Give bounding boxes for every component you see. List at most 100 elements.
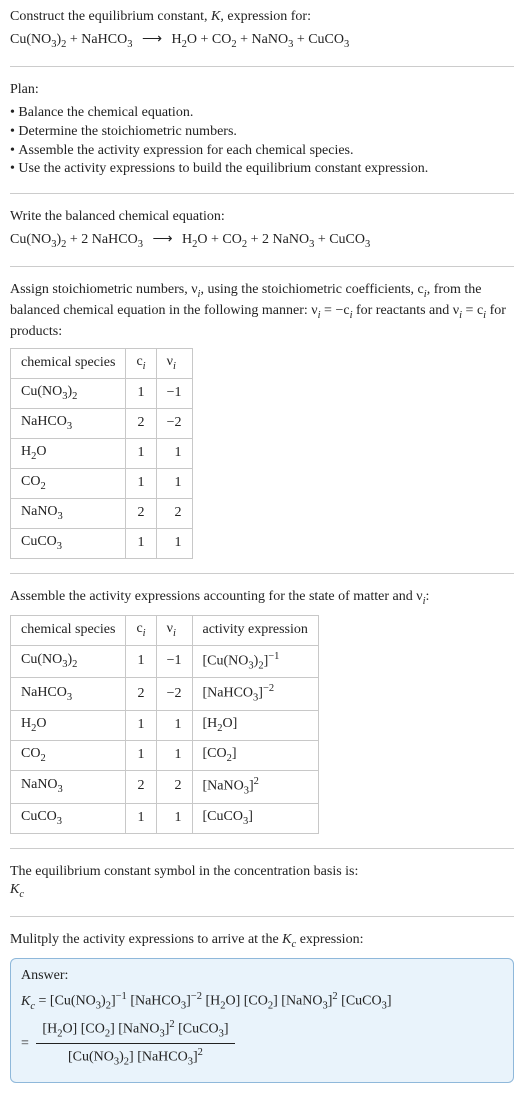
plan-item: Determine the stoichiometric numbers. (10, 123, 514, 142)
cell-nui: 2 (156, 770, 192, 803)
cell-nui: 1 (156, 710, 192, 740)
plan-item: Assemble the activity expression for eac… (10, 142, 514, 161)
table-row: CO211 (11, 468, 193, 498)
answer-fraction: [H2O] [CO2] [NaNO3]2 [CuCO3] [Cu(NO3)2] … (36, 1018, 234, 1070)
arrow-icon: ⟶ (136, 32, 168, 47)
cell-nui: 2 (156, 498, 192, 528)
intro-pre: Construct the equilibrium constant, (10, 9, 211, 24)
cell-ci: 1 (126, 740, 156, 770)
divider (10, 916, 514, 917)
col-species: chemical species (11, 615, 126, 645)
cell-ci: 2 (126, 678, 156, 711)
stoich-mid3: for reactants and (352, 303, 452, 318)
multiply-text: Mulitply the activity expressions to arr… (10, 931, 514, 952)
cell-nui: 1 (156, 803, 192, 833)
table-row: chemical species ci νi (11, 349, 193, 379)
divider (10, 848, 514, 849)
col-species: chemical species (11, 349, 126, 379)
cell-species: NaHCO3 (11, 408, 126, 438)
cell-species: NaNO3 (11, 770, 126, 803)
col-ci: ci (126, 349, 156, 379)
cell-species: NaHCO3 (11, 678, 126, 711)
table-row: Cu(NO3)21−1 (11, 378, 193, 408)
col-nui: νi (156, 349, 192, 379)
balanced-equation: Cu(NO3)2 + 2 NaHCO3 ⟶ H2O + CO2 + 2 NaNO… (10, 231, 514, 252)
cell-species: NaNO3 (11, 498, 126, 528)
table-row: NaHCO32−2[NaHCO3]−2 (11, 678, 319, 711)
cell-species: Cu(NO3)2 (11, 378, 126, 408)
plan-item: Use the activity expressions to build th… (10, 160, 514, 179)
activity-text: Assemble the activity expressions accoun… (10, 588, 514, 609)
answer-box: Answer: Kc = [Cu(NO3)2]−1 [NaHCO3]−2 [H2… (10, 958, 514, 1083)
plan-item: Balance the chemical equation. (10, 104, 514, 123)
cell-nui: 1 (156, 468, 192, 498)
col-ci: ci (126, 615, 156, 645)
balanced-rhs: H2O + CO2 + 2 NaNO3 + CuCO3 (182, 232, 370, 247)
intro-eq-rhs: H2O + CO2 + NaNO3 + CuCO3 (172, 32, 350, 47)
cell-ci: 2 (126, 770, 156, 803)
cell-ci: 1 (126, 378, 156, 408)
cell-nui: 1 (156, 740, 192, 770)
table-row: chemical species ci νi activity expressi… (11, 615, 319, 645)
fraction-denominator: [Cu(NO3)2] [NaHCO3]2 (36, 1044, 234, 1070)
cell-ci: 1 (126, 438, 156, 468)
equals-icon: = (21, 1035, 29, 1054)
kc-text: The equilibrium constant symbol in the c… (10, 863, 514, 882)
divider (10, 66, 514, 67)
intro-eq-lhs: Cu(NO3)2 + NaHCO3 (10, 32, 132, 47)
answer-label: Answer: (21, 967, 503, 986)
cell-nui: −1 (156, 645, 192, 678)
balanced-block: Write the balanced chemical equation: Cu… (10, 208, 514, 252)
col-activity: activity expression (192, 615, 318, 645)
cell-species: CuCO3 (11, 803, 126, 833)
cell-species: Cu(NO3)2 (11, 645, 126, 678)
cell-activity: [Cu(NO3)2]−1 (192, 645, 318, 678)
cell-activity: [CuCO3] (192, 803, 318, 833)
cell-nui: −2 (156, 678, 192, 711)
table-row: NaNO322 (11, 498, 193, 528)
cell-activity: [NaHCO3]−2 (192, 678, 318, 711)
cell-activity: [CO2] (192, 740, 318, 770)
cell-nui: −2 (156, 408, 192, 438)
balanced-heading: Write the balanced chemical equation: (10, 208, 514, 227)
arrow-icon: ⟶ (146, 232, 178, 247)
table-row: Cu(NO3)21−1[Cu(NO3)2]−1 (11, 645, 319, 678)
answer-line2: = [H2O] [CO2] [NaNO3]2 [CuCO3] [Cu(NO3)2… (21, 1018, 503, 1070)
table-row: CO211[CO2] (11, 740, 319, 770)
cell-nui: −1 (156, 378, 192, 408)
cell-species: CO2 (11, 740, 126, 770)
cell-nui: 1 (156, 438, 192, 468)
table-row: H2O11 (11, 438, 193, 468)
c-i: ci (418, 282, 427, 297)
cell-ci: 2 (126, 408, 156, 438)
stoich-text: Assign stoichiometric numbers, νi, using… (10, 281, 514, 342)
table-row: NaNO322[NaNO3]2 (11, 770, 319, 803)
cell-ci: 2 (126, 498, 156, 528)
cell-ci: 1 (126, 803, 156, 833)
cell-species: H2O (11, 710, 126, 740)
cell-ci: 1 (126, 528, 156, 558)
stoich-pre: Assign stoichiometric numbers, (10, 282, 191, 297)
stoich-table: chemical species ci νi Cu(NO3)21−1 NaHCO… (10, 348, 193, 559)
table-row: NaHCO32−2 (11, 408, 193, 438)
plan-list: Balance the chemical equation. Determine… (10, 104, 514, 180)
stoich-mid1: , using the stoichiometric coefficients, (200, 282, 417, 297)
activity-table: chemical species ci νi activity expressi… (10, 615, 319, 834)
cell-nui: 1 (156, 528, 192, 558)
cell-ci: 1 (126, 710, 156, 740)
answer-line1: Kc = [Cu(NO3)2]−1 [NaHCO3]−2 [H2O] [CO2]… (21, 990, 503, 1014)
rule1: νi = −ci (311, 303, 352, 318)
cell-ci: 1 (126, 468, 156, 498)
cell-activity: [NaNO3]2 (192, 770, 318, 803)
divider (10, 266, 514, 267)
table-row: CuCO311[CuCO3] (11, 803, 319, 833)
rule2: νi = ci (453, 303, 486, 318)
cell-species: H2O (11, 438, 126, 468)
plan-heading: Plan: (10, 81, 514, 100)
cell-ci: 1 (126, 645, 156, 678)
intro-equation: Cu(NO3)2 + NaHCO3 ⟶ H2O + CO2 + NaNO3 + … (10, 31, 514, 52)
divider (10, 193, 514, 194)
col-nui: νi (156, 615, 192, 645)
divider (10, 573, 514, 574)
intro-post: , expression for: (220, 9, 311, 24)
